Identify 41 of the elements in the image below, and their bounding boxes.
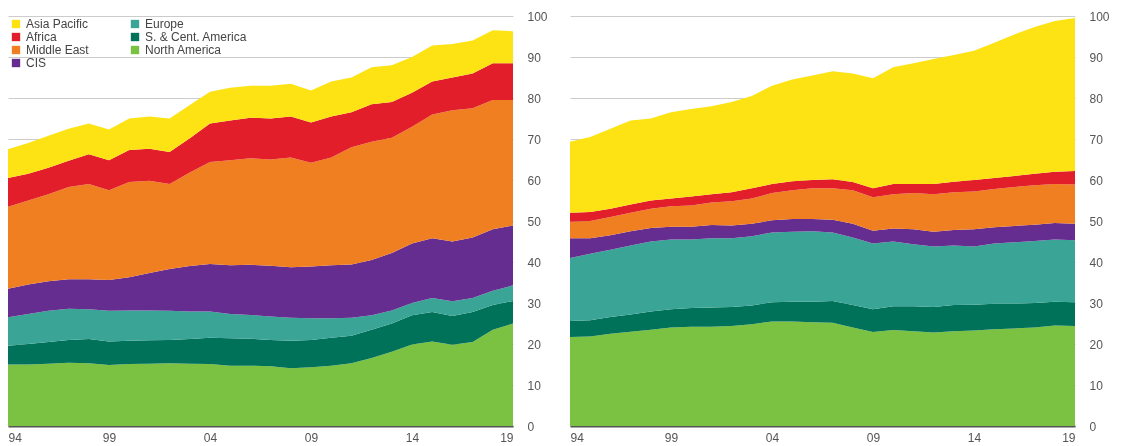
x-tick-label: 14 (405, 430, 420, 445)
x-tick-label: 09 (304, 430, 319, 445)
legend-label: S. & Cent. America (145, 30, 247, 44)
y-tick-label: 50 (1089, 214, 1104, 229)
legend-label: CIS (26, 56, 47, 70)
legend-label: Europe (145, 17, 185, 31)
legend-label: North America (145, 43, 222, 57)
x-tick-label: 09 (866, 430, 881, 445)
y-tick-label: 30 (1089, 296, 1104, 311)
y-tick-label: 80 (1089, 91, 1104, 106)
y-tick-label: 70 (1089, 132, 1104, 147)
x-tick-label: 19 (1062, 430, 1076, 445)
y-tick-label: 90 (1089, 50, 1104, 65)
y-tick-label: 60 (527, 173, 542, 188)
y-tick-label: 10 (1089, 378, 1104, 393)
x-tick-label: 04 (203, 430, 218, 445)
y-tick-label: 70 (527, 132, 542, 147)
x-tick-label: 94 (570, 430, 585, 445)
x-tick-label: 99 (664, 430, 679, 445)
y-tick-label: 20 (1089, 337, 1104, 352)
x-tick-label: 19 (500, 430, 514, 445)
x-tick-label: 99 (102, 430, 117, 445)
y-tick-label: 90 (527, 50, 542, 65)
y-tick-label: 100 (1089, 9, 1110, 24)
x-tick-label: 14 (967, 430, 982, 445)
y-tick-label: 40 (1089, 255, 1104, 270)
y-tick-label: 30 (527, 296, 542, 311)
y-tick-label: 50 (527, 214, 542, 229)
y-tick-label: 20 (527, 337, 542, 352)
x-tick-label: 94 (8, 430, 23, 445)
y-tick-label: 100 (527, 9, 548, 24)
y-tick-label: 0 (527, 419, 535, 434)
legend-label: Asia Pacific (26, 17, 89, 31)
x-tick-label: 04 (765, 430, 780, 445)
y-tick-label: 80 (527, 91, 542, 106)
legend-label: Africa (26, 30, 57, 44)
y-tick-label: 40 (527, 255, 542, 270)
y-tick-label: 60 (1089, 173, 1104, 188)
legend-label: Middle East (26, 43, 90, 57)
y-tick-label: 10 (527, 378, 542, 393)
y-tick-label: 0 (1089, 419, 1097, 434)
